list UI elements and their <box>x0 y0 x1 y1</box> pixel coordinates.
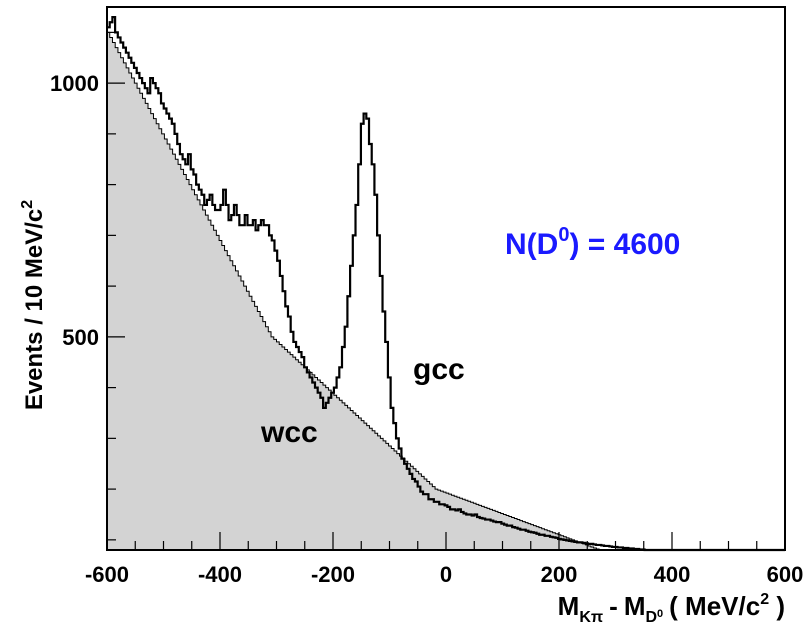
wcc-label: wcc <box>260 416 318 449</box>
histogram-lines <box>107 16 785 552</box>
y-tick-label: 500 <box>62 325 99 350</box>
x-tick-labels: -600 -400 -200 0 200 400 600 <box>85 562 803 587</box>
x-axis-label-m2-subsup: 0 <box>657 608 663 620</box>
x-axis-label-m1: M <box>558 591 580 621</box>
x-axis-label-dash: - <box>609 591 618 621</box>
x-tick-label: 400 <box>654 562 691 587</box>
wcc-histogram-fill <box>107 32 785 551</box>
x-tick-label: -200 <box>311 562 355 587</box>
signal-count-suffix: ) = 4600 <box>569 228 680 261</box>
x-tick-label: 200 <box>541 562 578 587</box>
x-axis-label-m1-sub: Kπ <box>579 609 603 626</box>
x-tick-label: 0 <box>440 562 452 587</box>
wcc-fill-area <box>107 32 785 551</box>
y-axis-label-main: Events / 10 MeV/c <box>21 209 48 410</box>
x-tick-label: -400 <box>198 562 242 587</box>
x-axis-label-units-sup: 2 <box>760 591 769 608</box>
x-axis-label-m2: M <box>624 591 646 621</box>
wcc-series-line <box>107 31 785 551</box>
signal-count-sup: 0 <box>558 224 569 246</box>
x-tick-label: 600 <box>767 562 804 587</box>
x-tick-label: -600 <box>85 562 129 587</box>
y-tick-labels: 500 1000 <box>50 71 99 350</box>
x-axis-label-units-close: ) <box>769 591 785 621</box>
x-axis-label-m2-sub: D <box>645 609 657 626</box>
y-axis-label: Events / 10 MeV/c2 <box>19 200 48 410</box>
signal-count-prefix: N(D <box>505 228 558 261</box>
axis-ticks <box>106 31 786 550</box>
y-tick-label: 1000 <box>50 71 99 96</box>
signal-count-annotation: N(D0) = 4600 <box>505 224 680 261</box>
y-axis-label-sup: 2 <box>19 200 36 209</box>
gcc-series-line <box>107 16 785 552</box>
x-axis-label-units-open: ( MeV/c <box>669 591 760 621</box>
x-axis-label: MKπ - MD0( MeV/c2 ) <box>558 591 785 626</box>
gcc-label: gcc <box>413 353 465 386</box>
